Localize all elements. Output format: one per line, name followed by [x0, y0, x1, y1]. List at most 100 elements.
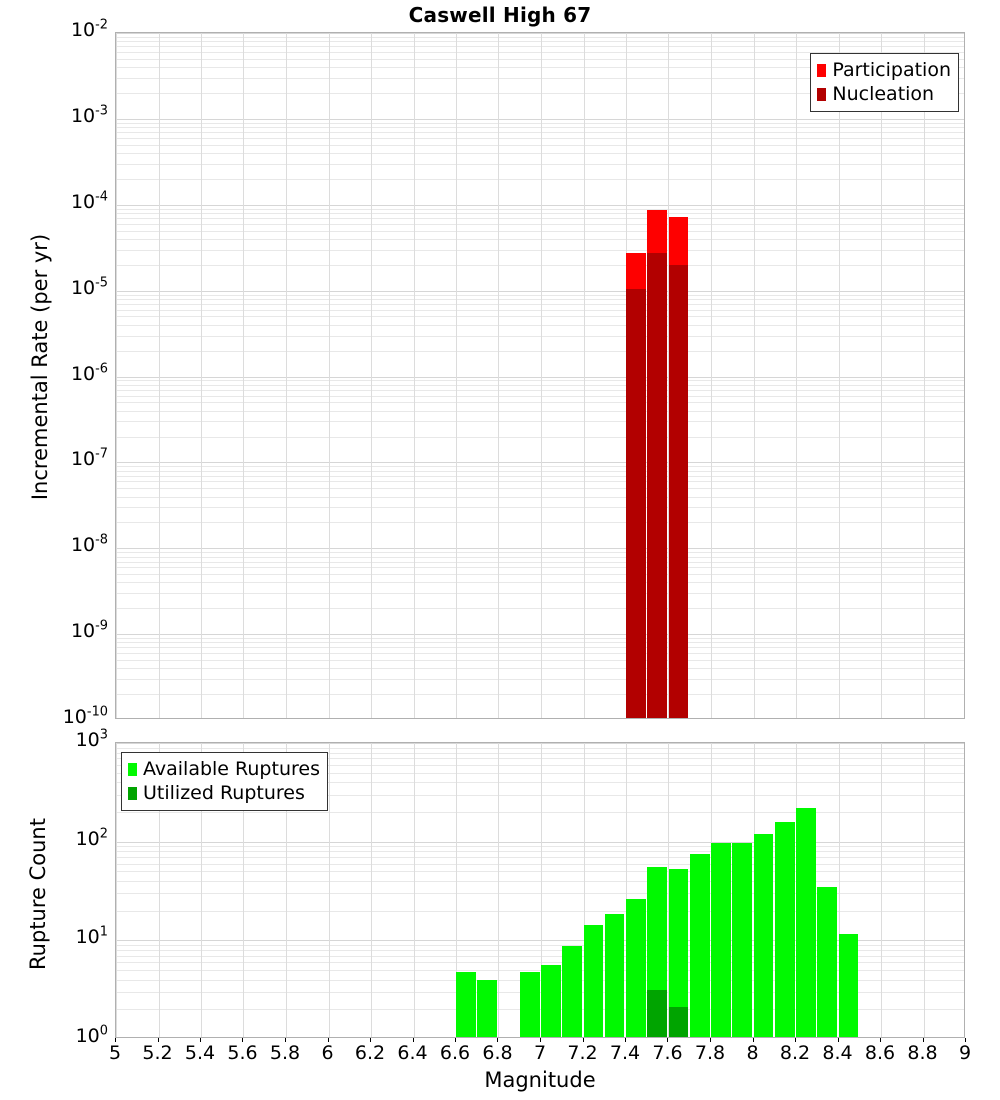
bar-nucleation [647, 253, 668, 718]
x-tick-label: 6.8 [482, 1042, 513, 1064]
x-tick-mark [625, 1038, 626, 1042]
gridline-horizontal [116, 660, 964, 661]
gridline-horizontal [116, 507, 964, 508]
gridline-vertical [371, 743, 372, 1037]
gridline-vertical [243, 33, 244, 718]
gridline-vertical [796, 33, 797, 718]
gridline-horizontal [116, 325, 964, 326]
x-tick-label: 5.2 [142, 1042, 173, 1064]
bar-available-ruptures [562, 946, 583, 1037]
gridline-horizontal [116, 291, 964, 292]
y-tick-label: 10-10 [62, 704, 108, 728]
bar-available-ruptures [774, 822, 795, 1037]
gridline-horizontal [116, 145, 964, 146]
x-tick-mark [242, 1038, 243, 1042]
gridline-horizontal [116, 945, 964, 946]
gridline-horizontal [116, 209, 964, 210]
legend-swatch-available [128, 762, 137, 776]
gridline-horizontal [116, 552, 964, 553]
gridline-vertical [456, 743, 457, 1037]
x-tick-label: 8.4 [822, 1042, 853, 1064]
gridline-horizontal [116, 593, 964, 594]
x-tick-label: 8.6 [864, 1042, 896, 1064]
legend-item-nucleation[interactable]: Nucleation [817, 82, 951, 106]
gridline-horizontal [116, 179, 964, 180]
x-tick-label: 8.2 [779, 1042, 811, 1064]
bar-available-ruptures [456, 971, 476, 1037]
gridline-horizontal [116, 46, 964, 47]
x-tick-mark [583, 1038, 584, 1042]
gridline-vertical [414, 743, 415, 1037]
gridline-vertical [371, 33, 372, 718]
gridline-vertical [329, 743, 330, 1037]
legend-bottom: Available Ruptures Utilized Ruptures [121, 752, 328, 811]
gridline-vertical [924, 743, 925, 1037]
gridline-vertical [541, 33, 542, 718]
bars-bottom [116, 743, 964, 1037]
gridline-horizontal [116, 33, 964, 34]
x-tick-mark [200, 1038, 201, 1042]
legend-item-participation[interactable]: Participation [817, 58, 951, 82]
gridline-horizontal [116, 638, 964, 639]
y-tick-label: 10-5 [70, 275, 108, 299]
y-tick-label: 102 [75, 826, 108, 850]
bar-available-ruptures [668, 868, 689, 1037]
gridline-horizontal [116, 377, 964, 378]
bar-available-ruptures [817, 887, 838, 1037]
gridline-horizontal [116, 265, 964, 266]
y-tick-label: 10-9 [70, 618, 108, 643]
gridline-horizontal [116, 437, 964, 438]
gridline-vertical [329, 33, 330, 718]
gridline-horizontal [116, 567, 964, 568]
legend-label-utilized: Utilized Ruptures [143, 781, 305, 804]
x-tick-mark [795, 1038, 796, 1042]
x-tick-mark [413, 1038, 414, 1042]
gridline-horizontal [116, 773, 964, 774]
y-tick-label: 10-7 [70, 447, 108, 471]
gridline-horizontal [116, 351, 964, 352]
chart-rupture-count: Available Ruptures Utilized Ruptures [115, 742, 965, 1038]
gridline-horizontal [116, 950, 964, 951]
legend-item-available-ruptures[interactable]: Available Ruptures [128, 757, 320, 781]
x-tick-label: 6.4 [397, 1042, 428, 1064]
gridline-horizontal [116, 52, 964, 53]
bar-utilized-ruptures [668, 1007, 689, 1037]
gridline-horizontal [116, 893, 964, 894]
gridline-vertical [584, 743, 585, 1037]
x-tick-mark [965, 1038, 966, 1042]
gridline-vertical [456, 33, 457, 718]
gridline-horizontal [116, 295, 964, 296]
gridline-horizontal [116, 205, 964, 206]
gridline-horizontal [116, 634, 964, 635]
gridline-horizontal [116, 78, 964, 79]
legend-top: Participation Nucleation [810, 53, 959, 112]
x-tick-mark [158, 1038, 159, 1042]
gridline-horizontal [116, 218, 964, 219]
gridline-horizontal [116, 132, 964, 133]
gridline-horizontal [116, 37, 964, 38]
gridline-horizontal [116, 462, 964, 463]
gridline-horizontal [116, 316, 964, 317]
gridline-horizontal [116, 224, 964, 225]
gridline-horizontal [116, 164, 964, 165]
gridline-horizontal [116, 488, 964, 489]
gridline-horizontal [116, 962, 964, 963]
gridline-horizontal [116, 250, 964, 251]
x-tick-mark [497, 1038, 498, 1042]
gridline-vertical [881, 33, 882, 718]
x-tick-mark [880, 1038, 881, 1042]
gridline-horizontal [116, 574, 964, 575]
gridline-horizontal [116, 753, 964, 754]
legend-swatch-utilized [128, 786, 137, 800]
gridline-vertical [541, 743, 542, 1037]
legend-item-utilized-ruptures[interactable]: Utilized Ruptures [128, 781, 320, 805]
gridline-vertical [754, 33, 755, 718]
gridlines-bottom [116, 743, 964, 1037]
gridline-horizontal [116, 421, 964, 422]
y-tick-label: 10-8 [70, 532, 108, 557]
bar-available-ruptures [796, 807, 816, 1037]
gridline-horizontal [116, 396, 964, 397]
gridline-vertical [839, 743, 840, 1037]
gridline-horizontal [116, 842, 964, 843]
